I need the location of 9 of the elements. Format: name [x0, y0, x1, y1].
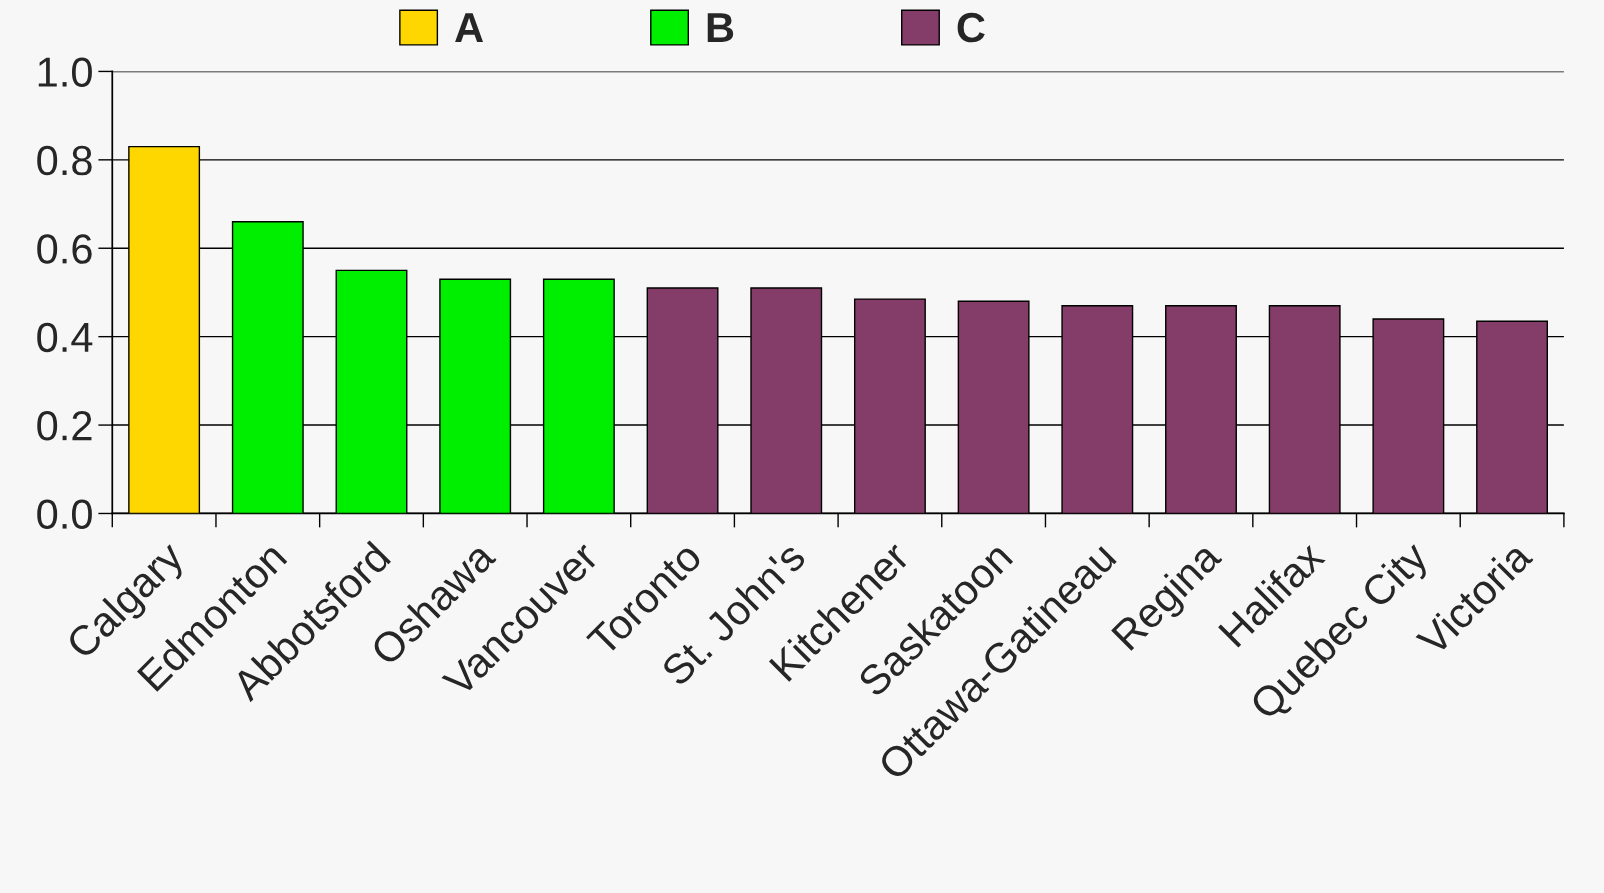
y-tick-label: 0.6: [37, 234, 92, 264]
y-tick-label: 0.2: [37, 411, 92, 441]
legend-label: B: [707, 13, 734, 42]
y-tick-label: 1.0: [38, 57, 92, 87]
y-tick-label: 0.4: [37, 322, 93, 353]
legend-label: A: [455, 13, 484, 42]
y-tick-label: 0.0: [37, 499, 92, 529]
legend-label: C: [957, 12, 985, 43]
y-tick-label: 0.8: [37, 145, 92, 176]
